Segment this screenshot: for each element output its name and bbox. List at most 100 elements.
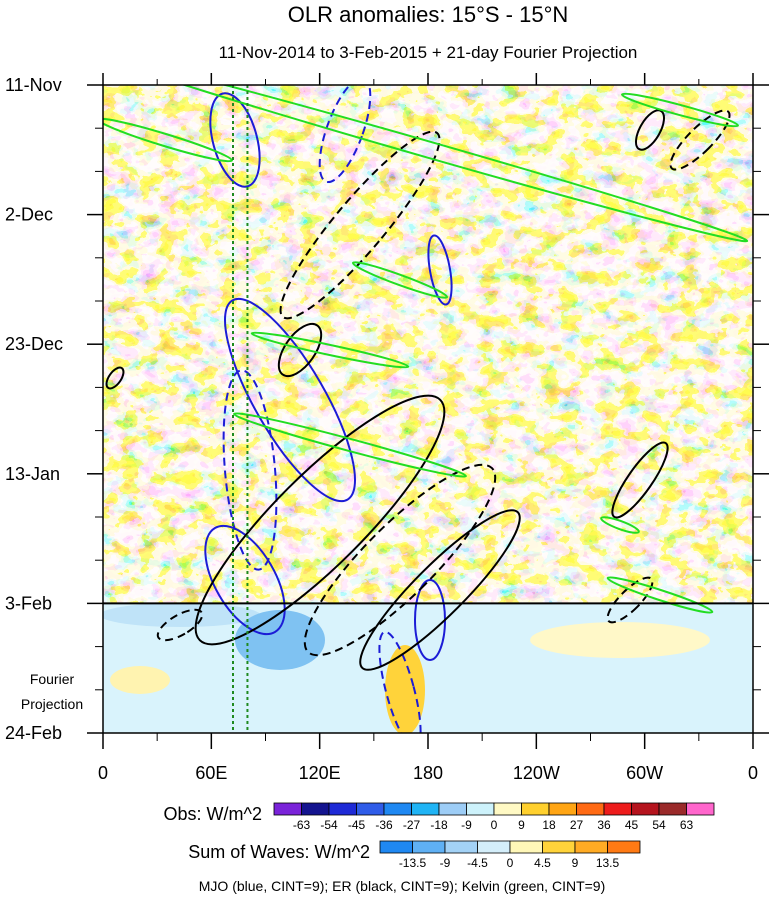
mjo-contour xyxy=(378,630,422,733)
colorbar-swatch xyxy=(631,802,660,816)
y-tick-label: 13-Jan xyxy=(5,464,60,484)
colorbar-swatch xyxy=(379,840,413,854)
colorbar-tick-label: -13.5 xyxy=(399,856,427,870)
obs-colorbar: -63 -54 -45 -36 -27 -18 -9 0 9 18 27 36 45 54 63 xyxy=(273,802,715,832)
colorbar-swatch xyxy=(273,802,302,816)
colorbar-swatch xyxy=(444,840,478,854)
colorbar-swatch xyxy=(658,802,687,816)
colorbar-swatch xyxy=(493,802,522,816)
colorbar-tick-label: -27 xyxy=(403,818,421,832)
er-contour xyxy=(669,109,731,171)
er-contour xyxy=(606,576,654,624)
er-contour xyxy=(303,463,497,657)
projection-blob xyxy=(110,666,170,694)
colorbar-tick-label: -18 xyxy=(430,818,448,832)
kelvin-contour xyxy=(351,261,449,299)
colorbar-tick-label: -4.5 xyxy=(467,856,488,870)
y-axis: 11-Nov 2-Dec 23-Dec 13-Jan 3-Feb 24-Feb xyxy=(5,75,769,743)
colorbar-swatch xyxy=(574,840,608,854)
x-tick-label: 120E xyxy=(299,763,341,783)
projection-blob xyxy=(385,645,425,733)
colorbar-tick-label: 13.5 xyxy=(596,856,620,870)
x-tick-label: 180 xyxy=(413,763,443,783)
colorbar-swatch xyxy=(521,802,550,816)
colorbar-swatch xyxy=(328,802,357,816)
chart-subtitle: 11-Nov-2014 to 3-Feb-2015 + 21-day Fouri… xyxy=(219,43,638,62)
projection-anomaly-blobs xyxy=(103,603,710,733)
colorbar-tick-label: -54 xyxy=(320,818,338,832)
colorbar-swatch xyxy=(576,802,605,816)
er-contour xyxy=(156,608,204,642)
colorbar-swatch xyxy=(509,840,543,854)
colorbar-tick-label: -9 xyxy=(461,818,472,832)
x-tick-label: 0 xyxy=(98,763,108,783)
mjo-contour xyxy=(222,369,278,571)
projection-blob xyxy=(103,603,260,627)
colorbar-swatch xyxy=(411,802,440,816)
waves-colorbar-label: Sum of Waves: W/m^2 xyxy=(188,842,370,862)
colorbar-swatch xyxy=(301,802,330,816)
colorbar-tick-label: 54 xyxy=(652,818,666,832)
plot-area xyxy=(103,85,753,733)
footer-legend: MJO (blue, CINT=9); ER (black, CINT=9); … xyxy=(199,878,606,894)
x-axis: 0 60E 120E 180 120W 60W 0 xyxy=(98,73,758,783)
colorbar-tick-label: -63 xyxy=(293,818,311,832)
wave-contours xyxy=(103,85,749,733)
colorbar-tick-label: 18 xyxy=(542,818,556,832)
er-contour xyxy=(105,366,125,390)
colorbar-swatch xyxy=(477,840,511,854)
kelvin-contour xyxy=(250,331,410,369)
er-contour xyxy=(277,322,323,378)
colorbar-tick-label: -36 xyxy=(375,818,393,832)
kelvin-contour xyxy=(606,576,714,614)
er-contour xyxy=(611,441,669,519)
x-tick-label: 60W xyxy=(626,763,663,783)
colorbar-swatch xyxy=(412,840,446,854)
colorbar-tick-label: 9 xyxy=(518,818,525,832)
er-contour xyxy=(194,394,446,646)
colorbar-swatch xyxy=(686,802,715,816)
chart-title: OLR anomalies: 15°S - 15°N xyxy=(288,2,569,27)
kelvin-contour xyxy=(621,92,739,128)
colorbar-swatch xyxy=(356,802,385,816)
kelvin-contour xyxy=(600,516,640,534)
colorbar-tick-label: 4.5 xyxy=(534,856,551,870)
y-tick-label: 24-Feb xyxy=(5,723,62,743)
colorbar-tick-label: 45 xyxy=(625,818,639,832)
colorbar-swatch xyxy=(607,840,641,854)
x-tick-label: 60E xyxy=(195,763,227,783)
x-tick-label: 0 xyxy=(748,763,758,783)
projection-label-line-1: Fourier xyxy=(30,671,75,687)
colorbar-swatch xyxy=(542,840,576,854)
colorbar-swatch xyxy=(438,802,467,816)
colorbar-tick-label: 36 xyxy=(597,818,611,832)
er-contour xyxy=(359,509,521,671)
mjo-contour xyxy=(427,234,453,306)
colorbar-tick-label: 27 xyxy=(570,818,584,832)
kelvin-contour xyxy=(111,85,749,243)
projection-blob xyxy=(530,622,710,658)
y-tick-label: 11-Nov xyxy=(5,75,62,95)
colorbar-swatch xyxy=(548,802,577,816)
colorbar-tick-label: 63 xyxy=(680,818,694,832)
colorbar-tick-label: -45 xyxy=(348,818,366,832)
y-tick-label: 23-Dec xyxy=(5,334,63,354)
colorbar-tick-label: 0 xyxy=(491,818,498,832)
colorbar-swatch xyxy=(383,802,412,816)
colorbar-tick-label: 9 xyxy=(572,856,579,870)
colorbar-tick-label: -9 xyxy=(440,856,451,870)
colorbar-tick-label: 0 xyxy=(507,856,514,870)
reference-longitude-lines xyxy=(232,85,249,733)
er-contour xyxy=(635,109,665,151)
x-tick-label: 120W xyxy=(513,763,560,783)
waves-colorbar: -13.5 -9 -4.5 0 4.5 9 13.5 xyxy=(379,840,641,870)
colorbar-swatch xyxy=(603,802,632,816)
colorbar-swatch xyxy=(466,802,495,816)
y-tick-label: 3-Feb xyxy=(5,593,52,613)
mjo-contour xyxy=(209,92,261,188)
y-tick-label: 2-Dec xyxy=(5,205,53,225)
projection-label-line-2: Projection xyxy=(21,696,83,712)
mjo-contour xyxy=(318,85,372,184)
kelvin-contour xyxy=(233,412,467,478)
